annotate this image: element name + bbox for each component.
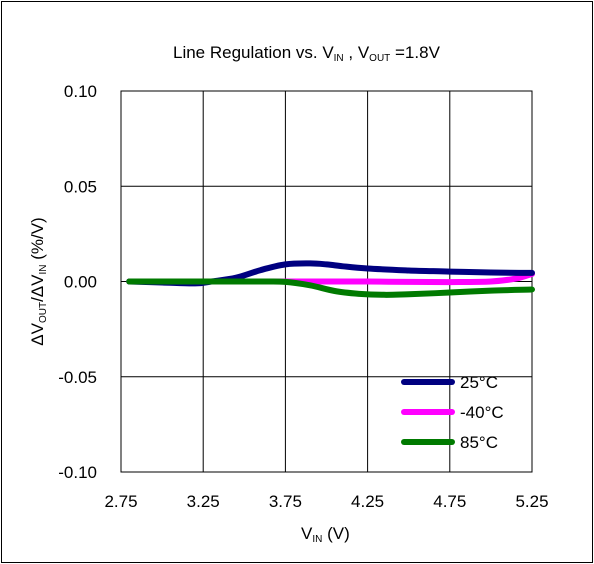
y-tick-label: 0.00 [64,273,97,292]
text-part-2: /ΔV [28,274,47,302]
text-part-0: ΔV [28,322,47,345]
chart-title: Line Regulation vs. VIN , VOUT =1.8V [173,43,441,64]
x-tick-label: 4.75 [433,492,466,511]
text-part-0: Line Regulation vs. V [173,43,334,62]
x-tick-label: 3.25 [187,492,220,511]
subscript-3: OUT [369,53,390,64]
subscript-1: IN [312,534,322,545]
text-part-0: V [301,524,313,543]
text-part-4: =1.8V [390,43,440,62]
text-part-2: , V [344,43,370,62]
subscript-3: IN [38,265,49,275]
y-tick-label: -0.10 [58,463,97,482]
legend-label: 85°C [460,433,498,452]
x-axis-label: VIN (V) [301,524,350,545]
y-tick-label: 0.05 [64,177,97,196]
text-part-2: (V) [322,524,349,543]
x-tick-label: 2.75 [104,492,137,511]
plot-border [120,90,533,473]
subscript-1: IN [334,53,344,64]
x-tick-label: 4.25 [351,492,384,511]
y-axis-label: ΔVOUT/ΔVIN (%/V) [28,217,49,345]
legend-label: -40°C [460,403,504,422]
x-tick-label: 3.75 [269,492,302,511]
y-tick-label: 0.10 [64,82,97,101]
x-tick-label: 5.25 [515,492,548,511]
text-part-4: (%/V) [28,217,47,264]
legend-label: 25°C [460,373,498,392]
subscript-1: OUT [38,302,49,323]
series-line-85°C [126,278,535,298]
y-tick-label: -0.05 [58,368,97,387]
